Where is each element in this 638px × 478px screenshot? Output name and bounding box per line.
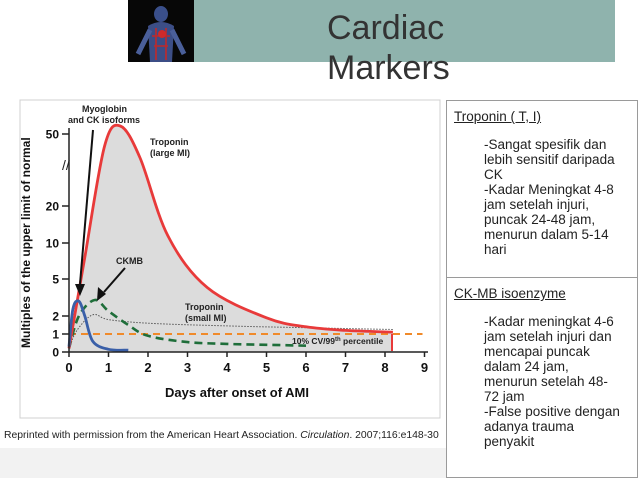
troponin-small-line — [68, 313, 393, 349]
annotation-arrow-ckmb — [103, 267, 126, 293]
x-tick-label: 6 — [302, 360, 309, 375]
troponin-body: -Sangat spesifik dan lebih sensitif dari… — [447, 124, 637, 257]
caption-ref: . 2007;116:e148-30 — [349, 430, 439, 441]
troponin-text-box: Troponin ( T, I) -Sangat spesifik dan le… — [446, 100, 638, 278]
annotation-troponin-small-1: Troponin — [185, 302, 224, 312]
x-tick-group: 0 1 2 3 4 5 6 7 8 9 — [65, 352, 428, 375]
ckmb-line-1: -Kadar meningkat 4-6 jam setelah injuri … — [484, 314, 622, 374]
caption-text: Reprinted with permission from the Ameri… — [4, 430, 301, 441]
title-line-1: Cardiac — [327, 9, 445, 47]
x-tick-label: 2 — [144, 360, 151, 375]
annotation-myoglobin-1: Myoglobin — [82, 104, 127, 114]
ckmb-line-2: menurun setelah 48- — [484, 374, 608, 389]
y-tick-label: 1 — [52, 328, 59, 342]
citation-caption: Reprinted with permission from the Ameri… — [4, 430, 439, 441]
title-banner — [128, 0, 615, 62]
ckmb-body: -Kadar meningkat 4-6 jam setelah injuri … — [447, 301, 637, 449]
annotation-arrow-myoglobin — [79, 129, 94, 285]
x-tick-label: 8 — [381, 360, 388, 375]
annotation-ckmb: CKMB — [116, 256, 143, 266]
x-tick-label: 9 — [421, 360, 428, 375]
myoglobin-line — [67, 299, 129, 352]
ckmb-text-box: CK-MB isoenzyme -Kadar meningkat 4-6 jam… — [446, 277, 638, 478]
ckmb-line-4: -False positive dengan adanya trauma pen… — [484, 404, 628, 449]
annotation-myoglobin-2: and CK isoforms — [68, 115, 140, 125]
x-tick-label: 1 — [105, 360, 112, 375]
bottom-background-band — [0, 448, 446, 478]
ckmb-line — [67, 298, 307, 349]
anatomy-thumbnail-image — [128, 0, 194, 62]
arrowhead-myoglobin — [75, 284, 85, 296]
y-tick-label: 5 — [52, 273, 59, 287]
x-tick-label: 3 — [184, 360, 191, 375]
y-tick-label: 10 — [46, 237, 60, 251]
annotation-troponin-large-1: Troponin — [150, 137, 189, 147]
axis-break-mark: // — [62, 157, 70, 173]
slide-title: Cardiac Markers — [327, 8, 450, 88]
annotation-troponin-small-2: (small MI) — [185, 313, 227, 323]
x-tick-label: 7 — [342, 360, 349, 375]
y-tick-label: 2 — [52, 310, 59, 324]
troponin-large-line — [67, 123, 393, 349]
y-tick-label: 20 — [46, 200, 60, 214]
x-axis-label: Days after onset of AMI — [165, 385, 309, 400]
ckmb-line-3: 72 jam — [484, 389, 525, 404]
x-tick-label: 0 — [65, 360, 72, 375]
y-tick-label: 50 — [46, 128, 60, 142]
arrowhead-ckmb — [97, 287, 106, 301]
annotation-percentile: 10% CV/99th percentile — [292, 336, 383, 346]
y-axis-label: Multiples of the upper limit of normal — [19, 137, 33, 348]
troponin-line-2: -Kadar Meningkat 4-8 jam setelah injuri,… — [484, 182, 622, 227]
cardiac-markers-chart: // 0 1 2 5 10 20 50 0 1 2 3 4 5 6 7 8 9 Multiples of th… — [0, 98, 446, 428]
troponin-line-3: menurun dalam 5-14 hari — [484, 227, 617, 257]
troponin-large-area — [69, 125, 393, 352]
ckmb-heading: CK-MB isoenzyme — [454, 286, 566, 301]
troponin-line-1: -Sangat spesifik dan lebih sensitif dari… — [484, 137, 623, 182]
annotation-troponin-large-2: (large MI) — [150, 148, 190, 158]
y-tick-label: 0 — [52, 346, 59, 360]
x-tick-label: 4 — [223, 360, 231, 375]
troponin-heading: Troponin ( T, I) — [454, 109, 542, 124]
title-line-2: Markers — [327, 49, 450, 87]
caption-journal: Circulation — [300, 430, 350, 441]
x-tick-label: 5 — [263, 360, 270, 375]
y-tick-group: 0 1 2 5 10 20 50 — [46, 128, 69, 360]
